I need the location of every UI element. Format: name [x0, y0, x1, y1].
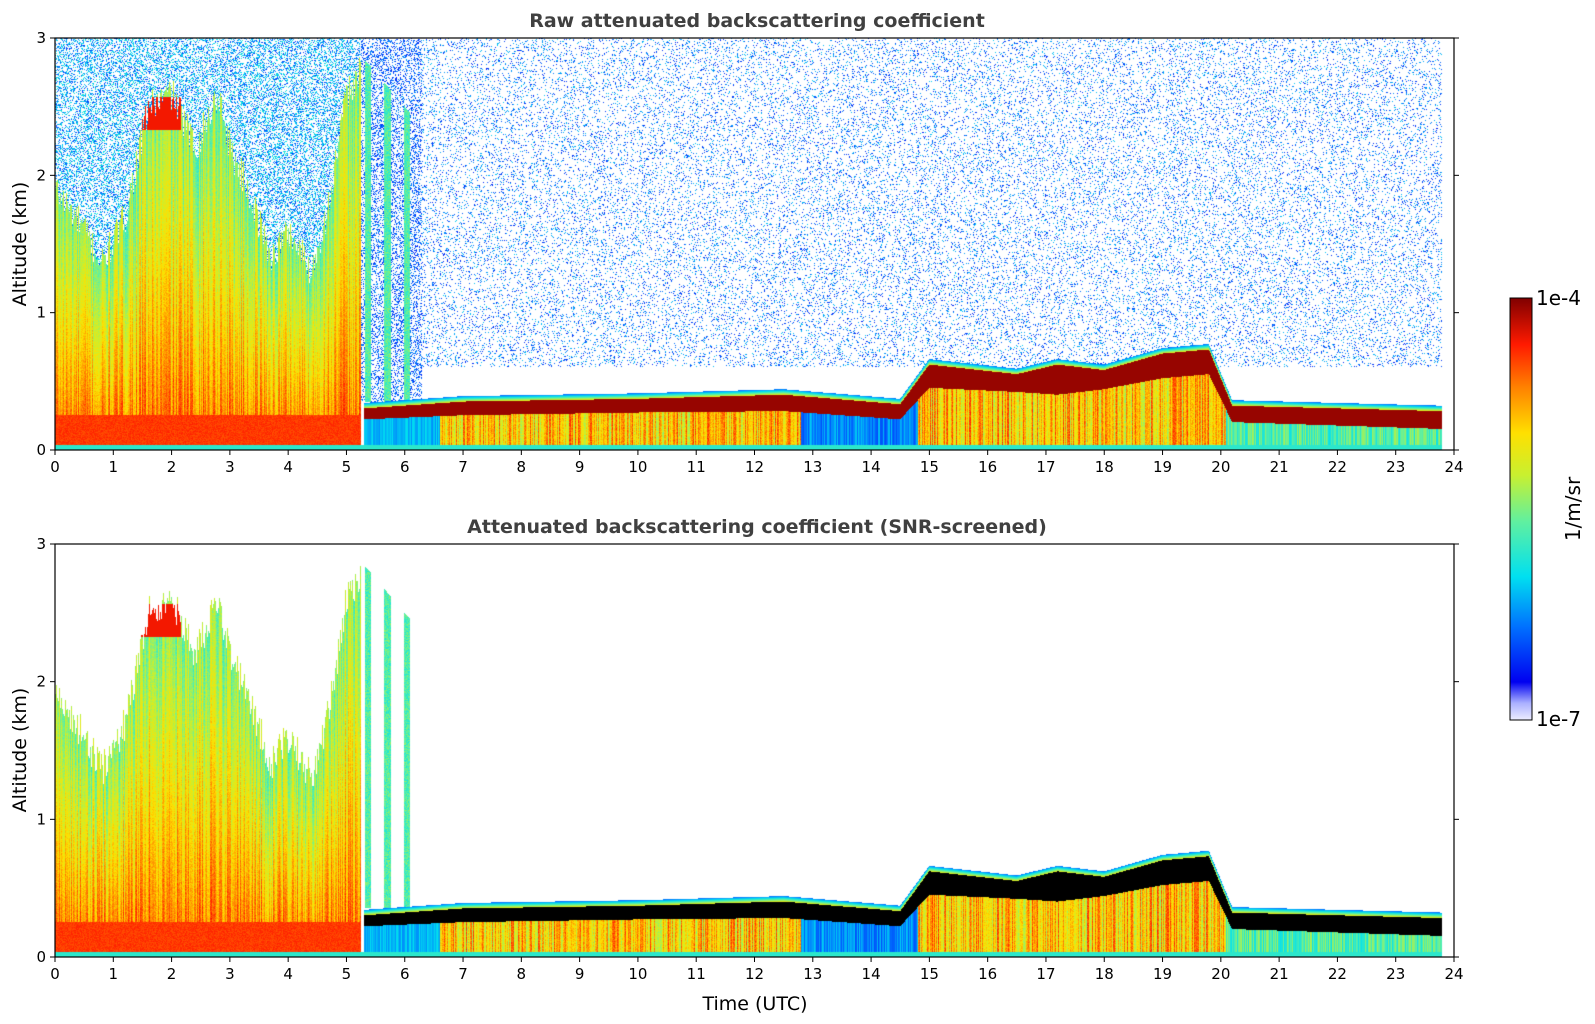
x-tick-label: 16: [978, 458, 997, 476]
y-tick-label: 0: [36, 441, 46, 459]
x-tick-label: 1: [109, 458, 119, 476]
x-tick-label: 10: [628, 965, 647, 983]
y-tick-label: 1: [36, 810, 46, 828]
x-tick-label: 1: [109, 965, 119, 983]
x-tick-label: 16: [978, 965, 997, 983]
panel-screened-plot-area: [55, 544, 1454, 957]
x-tick-label: 6: [400, 965, 410, 983]
x-tick-label: 2: [167, 965, 177, 983]
x-tick-label: 4: [283, 458, 293, 476]
x-tick-label: 0: [50, 965, 60, 983]
x-tick-label: 7: [458, 965, 468, 983]
x-tick-label: 24: [1444, 965, 1463, 983]
x-tick-label: 12: [745, 458, 764, 476]
x-tick-label: 20: [1211, 458, 1230, 476]
x-tick-label: 2: [167, 458, 177, 476]
panel-raw: Raw attenuated backscattering coefficien…: [9, 10, 1464, 476]
x-tick-label: 18: [1095, 965, 1114, 983]
x-tick-label: 15: [920, 965, 939, 983]
y-tick-label: 3: [36, 29, 46, 47]
x-tick-label: 7: [458, 458, 468, 476]
x-tick-label: 20: [1211, 965, 1230, 983]
panel-screened-ticks: 0 1 2 3 4 5 6 7 8 9 10 11 12 13 14 15 16 17 18 19 20 21 22 23 24…: [36, 535, 1463, 983]
x-tick-label: 5: [342, 458, 352, 476]
colorbar-min-label: 1e-7: [1536, 707, 1581, 731]
panel-raw-plot-area: [55, 38, 1454, 450]
panel-raw-ticks: 0 1 2 3 4 5 6 7 8 9 10 11 12 13 14 15 16 17 18 19 20 21 22 23 24…: [36, 29, 1463, 476]
x-tick-label: 5: [342, 965, 352, 983]
x-tick-label: 17: [1036, 965, 1055, 983]
x-tick-label: 19: [1153, 458, 1172, 476]
x-tick-label: 17: [1036, 458, 1055, 476]
x-tick-label: 3: [225, 965, 235, 983]
x-tick-label: 4: [283, 965, 293, 983]
colorbar: 1e-4 1e-7 1/m/sr: [1509, 286, 1585, 731]
x-tick-label: 13: [803, 458, 822, 476]
panel-screened: Attenuated backscattering coefficient (S…: [9, 516, 1464, 1015]
y-tick-label: 0: [36, 948, 46, 966]
x-tick-label: 11: [687, 458, 706, 476]
x-tick-label: 24: [1444, 458, 1463, 476]
x-tick-label: 22: [1328, 458, 1347, 476]
x-tick-label: 21: [1270, 965, 1289, 983]
x-tick-label: 10: [628, 458, 647, 476]
panel-screened-ylabel: Altitude (km): [9, 688, 31, 813]
x-tick-label: 12: [745, 965, 764, 983]
x-tick-label: 14: [862, 965, 881, 983]
x-tick-label: 14: [862, 458, 881, 476]
colorbar-gradient: [1509, 297, 1533, 721]
x-tick-label: 9: [575, 965, 585, 983]
x-tick-label: 11: [687, 965, 706, 983]
x-tick-label: 0: [50, 458, 60, 476]
panel-screened-title: Attenuated backscattering coefficient (S…: [467, 516, 1047, 538]
panel-raw-title: Raw attenuated backscattering coefficien…: [529, 10, 985, 32]
colorbar-max-label: 1e-4: [1536, 286, 1581, 310]
x-tick-label: 3: [225, 458, 235, 476]
panel-screened-xlabel: Time (UTC): [701, 993, 807, 1015]
x-tick-label: 9: [575, 458, 585, 476]
x-tick-label: 21: [1270, 458, 1289, 476]
x-tick-label: 23: [1386, 458, 1405, 476]
x-tick-label: 8: [517, 458, 527, 476]
x-tick-label: 22: [1328, 965, 1347, 983]
y-tick-label: 1: [36, 304, 46, 322]
x-tick-label: 18: [1095, 458, 1114, 476]
y-tick-label: 2: [36, 673, 46, 691]
x-tick-label: 19: [1153, 965, 1172, 983]
panel-raw-ylabel: Altitude (km): [9, 182, 31, 307]
x-tick-label: 23: [1386, 965, 1405, 983]
y-tick-label: 2: [36, 166, 46, 184]
colorbar-unit-label: 1/m/sr: [1561, 476, 1585, 541]
x-tick-label: 8: [517, 965, 527, 983]
x-tick-label: 15: [920, 458, 939, 476]
x-tick-label: 13: [803, 965, 822, 983]
y-tick-label: 3: [36, 535, 46, 553]
x-tick-label: 6: [400, 458, 410, 476]
